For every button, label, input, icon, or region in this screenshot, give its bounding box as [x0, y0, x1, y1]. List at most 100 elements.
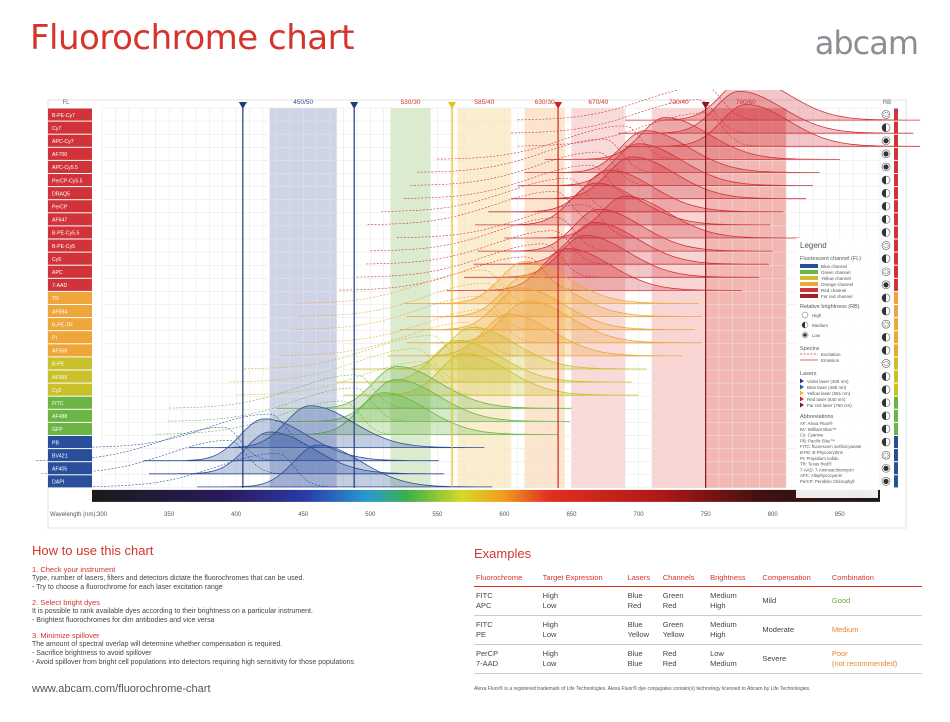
- x-tick-label: 350: [164, 512, 175, 518]
- rb-channel-cell: [894, 422, 898, 435]
- legend-rb-medium-icon: [802, 322, 805, 328]
- fluorochrome-label: FITC: [52, 401, 64, 407]
- legend-swatch: [800, 276, 818, 280]
- chart-url-link[interactable]: www.abcam.com/fluorochrome-chart: [32, 683, 211, 695]
- rb-channel-cell: [894, 370, 898, 383]
- fluorochrome-label: AF488: [52, 414, 67, 420]
- legend-laser-item: Far red laser (750 nm): [807, 403, 852, 408]
- legend-laser-icon: [800, 390, 804, 396]
- fl-channel-cell: [48, 409, 92, 422]
- emission-curve: [473, 221, 769, 265]
- laser-marker-icon: [701, 102, 710, 109]
- cell-expression: Low: [542, 601, 557, 610]
- fluorochrome-label: APC-Cy7: [52, 139, 74, 145]
- legend-swatch: [800, 282, 818, 286]
- fluorochrome-label: AF555: [52, 375, 67, 381]
- excitation-curve: [397, 204, 639, 239]
- legend-laser-item: Yellow laser (561 nm): [807, 391, 851, 396]
- legend-abbr-item: 7-AAD: 7-Aminoactinomycin: [800, 467, 854, 472]
- x-tick-label: 800: [768, 512, 779, 518]
- x-tick-label: 400: [231, 512, 242, 518]
- fluorochrome-label: APC-Cy5.5: [52, 165, 78, 171]
- legend-abbr-title: Abbreviations: [800, 414, 834, 420]
- excitation-curve: [244, 335, 486, 370]
- excitation-curve: [81, 413, 324, 448]
- rb-channel-cell: [894, 174, 898, 187]
- brightness-medium-icon: [882, 398, 886, 407]
- cell-fluor: APC: [476, 601, 492, 610]
- legend-laser-icon: [800, 396, 804, 402]
- step-3-tip-1: - Sacrifice brightness to avoid spillove…: [32, 650, 152, 657]
- emission-curve: [544, 117, 840, 160]
- brightness-medium-icon: [882, 202, 886, 211]
- rb-channel-cell: [894, 331, 898, 344]
- brightness-medium-icon: [882, 385, 886, 394]
- legend-abbr-item: TR: Texas Red®: [800, 462, 832, 467]
- cell-compensation: Moderate: [760, 615, 830, 645]
- legend-rb-item: Low: [812, 333, 821, 338]
- brightness-medium-icon: [882, 215, 886, 224]
- emission-curve: [477, 208, 773, 252]
- filter-label: 585/40: [474, 99, 494, 106]
- rb-channel-cell: [894, 187, 898, 200]
- excitation-curve: [417, 138, 659, 173]
- legend-abbr-item: B-PE: B-Phycoerythrin: [800, 450, 844, 455]
- rb-channel-cell: [894, 436, 898, 449]
- excitation-curve: [296, 269, 538, 304]
- step-3-title: 3. Minimize spillover: [32, 631, 100, 640]
- brightness-medium-icon: [882, 411, 886, 420]
- brightness-icon: [881, 267, 891, 277]
- laser-marker-icon: [238, 102, 247, 109]
- rb-channel-cell: [894, 409, 898, 422]
- fluorochrome-label: AF647: [52, 218, 67, 224]
- rb-channel-cell: [894, 318, 898, 331]
- brand-logo: abcam: [814, 24, 919, 62]
- emission-curve: [406, 300, 702, 344]
- legend-abbr-item: APC: Allophycocyanin: [800, 473, 843, 478]
- fl-channel-cell: [48, 108, 92, 121]
- cell-channel: Green: [662, 620, 684, 629]
- excitation-curve: [410, 151, 653, 186]
- fluorochrome-label: AF700: [52, 152, 67, 158]
- emission-curve: [189, 405, 485, 448]
- fl-channel-cell: [48, 213, 92, 226]
- cell-fluor: FITC: [476, 620, 493, 629]
- legend-rb-icon: [801, 311, 809, 319]
- excitation-curve: [155, 400, 398, 435]
- legend-laser-item: Blue laser (488 nm): [807, 385, 847, 390]
- fl-channel-cell: [48, 160, 92, 173]
- spectrum-bar: [92, 489, 880, 502]
- fl-channel-cell: [48, 291, 92, 304]
- excitation-curve: [292, 295, 534, 330]
- legend-rb-item: High: [812, 313, 822, 318]
- brightness-icon: [881, 110, 891, 119]
- rb-channel-cell: [894, 265, 898, 278]
- brightness-low-icon: [883, 465, 889, 471]
- x-tick-label: 700: [634, 512, 645, 518]
- rb-channel-cell: [894, 134, 898, 147]
- x-tick-label: 650: [566, 512, 577, 518]
- chart-legend: Legend Fluorescent channel (FL) Blue chann…: [796, 238, 878, 498]
- rb-channel-cell: [894, 252, 898, 265]
- table-row: FITC APC High Low Blue Red Green Red Medium H…: [474, 586, 922, 616]
- emission-curve: [403, 261, 699, 304]
- fl-channel-cell: [48, 383, 92, 396]
- brightness-medium-icon: [882, 333, 886, 342]
- emission-curve: [625, 90, 921, 121]
- cell-channel: Red: [662, 659, 677, 668]
- fluorochrome-label: APC: [52, 270, 63, 276]
- table-row: PerCP 7-AAD High Low Blue Blue Red Red Low Me…: [474, 644, 922, 674]
- cell-brightness: High: [710, 630, 726, 639]
- rb-channel-cell: [894, 396, 898, 409]
- legend-abbr-item: PI: Propidium Iodide: [800, 456, 839, 461]
- cell-expression: Low: [542, 630, 557, 639]
- cell-laser: Yellow: [627, 630, 649, 639]
- filter-label: 450/50: [293, 99, 313, 106]
- examples-header-row: Fluorochrome Target Expression Lasers Ch…: [474, 569, 922, 587]
- fluorochrome-label: TR: [52, 296, 59, 302]
- legend-laser-icon: [800, 402, 804, 408]
- rb-channel-cell: [894, 462, 898, 475]
- legend-fl-item: Blue channel: [821, 264, 847, 269]
- brightness-medium-icon: [882, 424, 886, 433]
- rb-header: RB: [883, 100, 891, 106]
